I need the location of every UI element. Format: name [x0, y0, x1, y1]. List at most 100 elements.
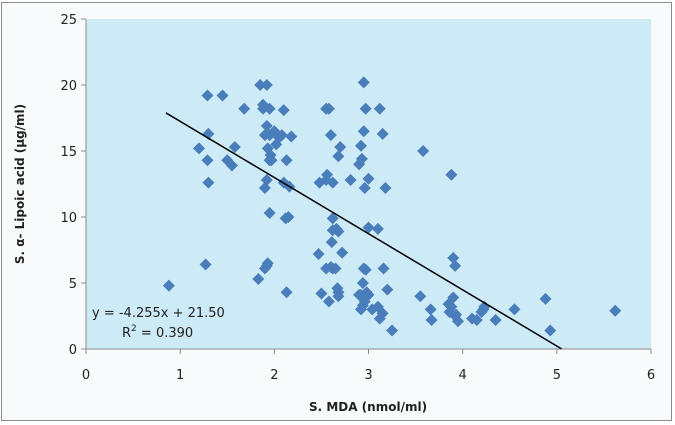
data-point [326, 176, 339, 189]
x-axis-title: S. MDA (nmol/ml) [309, 400, 427, 414]
data-point [359, 102, 372, 115]
data-point [280, 154, 293, 167]
data-point [326, 212, 339, 225]
data-point [277, 104, 290, 117]
data-point [334, 141, 347, 154]
y-tick-label: 0 [69, 343, 77, 358]
data-point [373, 102, 386, 115]
data-point [201, 89, 214, 102]
x-tick-label: 6 [647, 368, 655, 383]
data-point [258, 181, 271, 194]
data-point [260, 119, 273, 132]
y-tick-label: 25 [60, 13, 77, 28]
data-point [282, 211, 295, 223]
data-point [357, 76, 370, 89]
y-axis-title: S. α- Lipoic acid (µg/ml) [13, 104, 27, 264]
data-point [508, 303, 521, 316]
data-point [381, 283, 394, 296]
data-point [445, 300, 458, 313]
data-point [489, 313, 502, 326]
r-squared-label: R2 = 0.390 [122, 324, 193, 341]
data-point [257, 102, 270, 115]
data-point [313, 176, 326, 189]
data-point [539, 292, 552, 305]
data-point [362, 221, 375, 234]
data-point [332, 225, 345, 238]
data-point [445, 168, 458, 181]
data-point [225, 159, 238, 172]
y-tick-label: 15 [60, 145, 77, 160]
data-point [379, 181, 392, 194]
y-tick-label: 10 [60, 211, 77, 226]
data-point [362, 172, 375, 185]
x-tick-label: 3 [364, 368, 372, 383]
data-point [356, 277, 369, 289]
data-point [324, 129, 337, 142]
data-point [424, 303, 437, 316]
data-point [260, 79, 273, 91]
y-tick-label: 20 [60, 79, 77, 94]
data-point [386, 324, 399, 337]
data-point [332, 150, 345, 163]
data-point [325, 236, 338, 249]
data-point [362, 288, 375, 301]
data-point [254, 79, 267, 91]
data-point [201, 154, 214, 167]
data-point [275, 129, 288, 142]
data-point [358, 181, 371, 194]
data-points [162, 76, 622, 337]
data-point [544, 324, 557, 337]
data-point [475, 306, 488, 319]
data-point [263, 102, 276, 115]
data-point [238, 102, 251, 115]
x-tick-label: 4 [459, 368, 467, 383]
data-point [354, 139, 367, 152]
data-point [199, 258, 212, 271]
data-point [357, 125, 370, 138]
data-point [332, 286, 345, 299]
data-point [344, 174, 357, 187]
data-point [447, 251, 460, 264]
x-tick-label: 1 [176, 368, 184, 383]
data-point [376, 127, 389, 140]
axes: 0 5 10 15 20 25 0 1 2 3 4 5 6 [60, 13, 655, 383]
data-point [312, 247, 325, 260]
data-point [470, 313, 483, 326]
data-point [417, 145, 430, 157]
data-point [359, 263, 372, 276]
data-point [264, 148, 277, 161]
data-point [414, 290, 427, 303]
data-point [609, 304, 622, 317]
data-point [261, 257, 274, 270]
x-tick-label: 0 [82, 368, 90, 383]
data-point [228, 141, 241, 154]
data-point [324, 261, 337, 274]
data-point [285, 130, 298, 143]
data-point [425, 313, 438, 326]
data-point [377, 262, 390, 275]
data-point [260, 174, 273, 187]
data-point [263, 207, 276, 220]
data-point [353, 158, 366, 171]
data-point [376, 307, 389, 320]
data-point [193, 142, 205, 155]
y-tick-label: 5 [69, 277, 77, 292]
data-point [322, 102, 335, 115]
trendline [165, 112, 562, 350]
data-point [371, 222, 384, 235]
data-point [315, 287, 328, 300]
data-point [449, 259, 462, 272]
data-point [449, 310, 462, 322]
x-tick-label: 2 [270, 368, 278, 383]
trendline-equation: y = -4.255x + 21.50 [92, 306, 225, 321]
data-point [447, 291, 460, 304]
data-point [353, 288, 366, 301]
data-point [322, 295, 335, 308]
data-point [252, 273, 265, 286]
data-point [280, 286, 293, 299]
data-point [216, 89, 229, 102]
data-point [336, 246, 349, 259]
data-point [162, 279, 175, 292]
data-point [202, 176, 215, 189]
